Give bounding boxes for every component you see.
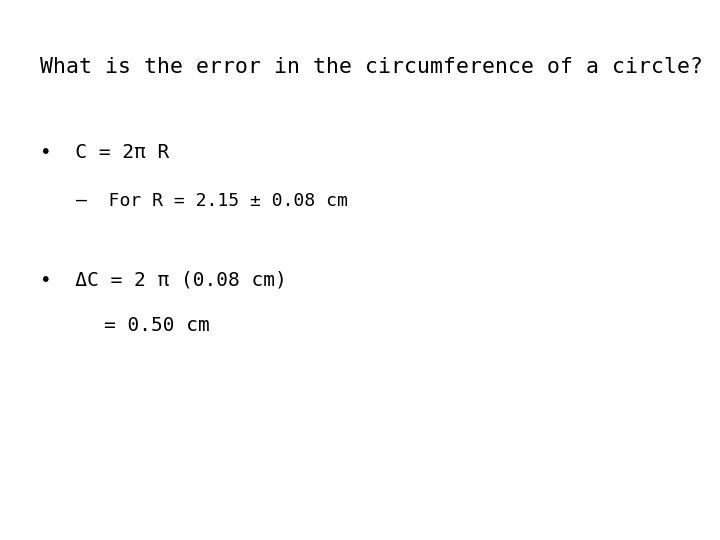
- Text: What is the error in the circumference of a circle?: What is the error in the circumference o…: [40, 57, 703, 77]
- Text: •  C = 2π R: • C = 2π R: [40, 143, 169, 162]
- Text: •  ΔC = 2 π (0.08 cm): • ΔC = 2 π (0.08 cm): [40, 270, 287, 289]
- Text: = 0.50 cm: = 0.50 cm: [104, 316, 210, 335]
- Text: –  For R = 2.15 ± 0.08 cm: – For R = 2.15 ± 0.08 cm: [76, 192, 348, 210]
